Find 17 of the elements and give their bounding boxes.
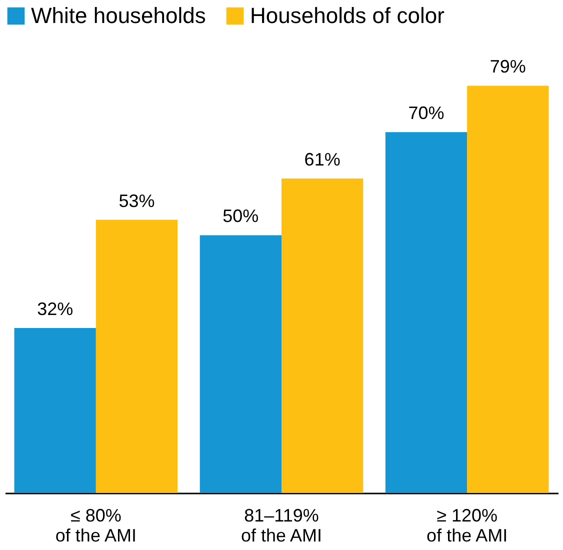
data-label: 70% (408, 103, 444, 124)
bar (467, 86, 549, 493)
bar (282, 178, 364, 493)
x-tick-label: ≤ 80% of the AMI (55, 506, 136, 546)
data-label: 50% (222, 206, 259, 226)
data-label: 32% (37, 299, 74, 320)
data-label: 61% (304, 150, 340, 170)
legend-label: White households (31, 3, 206, 28)
data-label: 53% (118, 190, 155, 211)
x-tick-label: ≥ 120% of the AMI (426, 506, 508, 546)
data-label: 79% (490, 56, 526, 77)
bar (200, 235, 282, 493)
legend-label: Households of color (250, 3, 444, 28)
bar (385, 132, 468, 493)
bar (14, 328, 96, 493)
bar (96, 220, 178, 493)
x-tick-label: 81–119% of the AMI (240, 506, 322, 546)
